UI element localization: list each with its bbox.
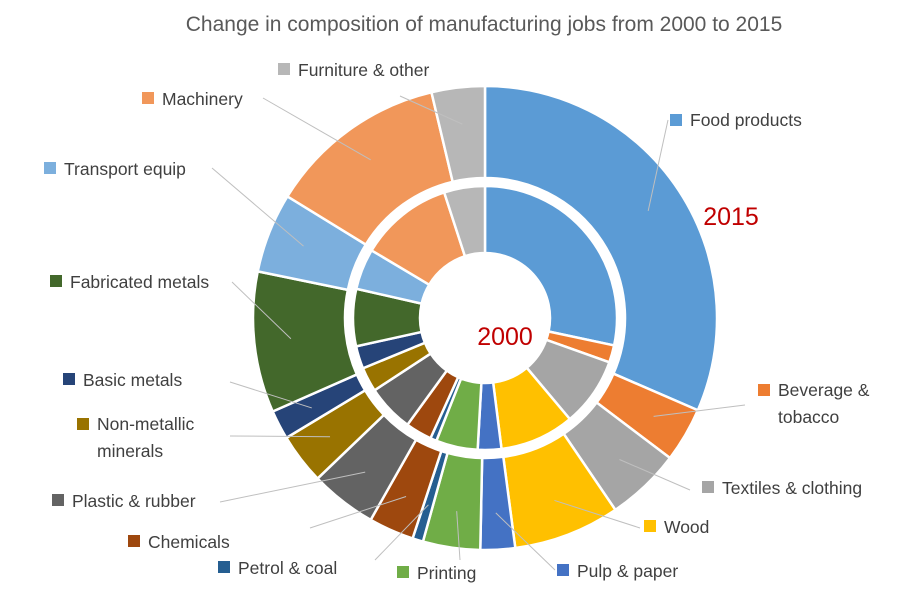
legend-swatch-non-metallic-minerals [77,418,89,430]
leader-line-furniture-and-other [399,95,463,125]
legend-label-fabricated-metals: Fabricated metals [70,272,209,292]
leader-line-plastic-and-rubber [219,471,366,503]
legend-swatch-beverage-and-tobacco [758,384,770,396]
slice-2015-food-products [483,84,719,412]
legend-label-non-metallic-minerals-line2: minerals [97,441,163,461]
legend-swatch-textiles-and-clothing [702,481,714,493]
legend-label-basic-metals: Basic metals [83,370,182,390]
legend-swatch-wood [644,520,656,532]
leader-line-basic-metals [229,381,312,409]
legend-label-non-metallic-minerals-line1: Non-metallic [97,414,194,434]
leader-line-fabricated-metals [231,281,292,340]
slice-2015-furniture-and-other [429,84,487,184]
outer-ring-2015 [251,84,719,552]
legend-swatch-chemicals [128,535,140,547]
slice-2000-food-products [483,184,619,347]
legend-label-chemicals: Chemicals [148,532,230,552]
leader-line-pulp-and-paper [495,512,556,571]
legend-label-beverage-and-tobacco-line2: tobacco [778,407,839,427]
legend-label-petrol-and-coal: Petrol & coal [238,558,337,578]
leader-lines [211,95,746,571]
inner-ring-2000 [351,184,619,452]
leader-line-beverage-and-tobacco [653,404,746,417]
legend-swatch-basic-metals [63,373,75,385]
legend-label-transport-equip: Transport equip [64,159,186,179]
legend-label-textiles-and-clothing: Textiles & clothing [722,478,862,498]
leader-line-petrol-and-coal [374,504,429,561]
legend-swatch-plastic-and-rubber [52,494,64,506]
legend-swatch-pulp-and-paper [557,564,569,576]
legend-label-machinery: Machinery [162,89,243,109]
leader-line-transport-equip [211,167,304,247]
outer-ring-label: 2015 [703,203,759,231]
chart-title: Change in composition of manufacturing j… [186,13,783,36]
category-labels: Food products Beverage & tobacco Textiles &… [44,60,870,583]
slice-2000-furniture-and-other [442,184,487,258]
legend-label-plastic-and-rubber: Plastic & rubber [72,491,196,511]
leader-line-wood [554,499,641,529]
legend-label-beverage-and-tobacco-line1: Beverage & [778,380,870,400]
leader-line-machinery [262,97,371,161]
legend-swatch-fabricated-metals [50,275,62,287]
inner-ring-label: 2000 [477,323,533,351]
leader-line-printing [456,511,461,561]
leader-line-non-metallic-minerals [229,435,331,438]
legend-swatch-food-products [670,114,682,126]
leader-line-food-products [647,119,669,211]
legend-swatch-printing [397,566,409,578]
leader-line-chemicals [309,496,407,529]
legend-label-pulp-and-paper: Pulp & paper [577,561,678,581]
legend-label-food-products: Food products [690,110,802,130]
legend-swatch-furniture-and-other [278,63,290,75]
legend-swatch-transport-equip [44,162,56,174]
legend-label-printing: Printing [417,563,476,583]
leader-line-textiles-and-clothing [619,459,691,491]
legend-label-furniture-and-other: Furniture & other [298,60,429,80]
legend-swatch-machinery [142,92,154,104]
legend-swatch-petrol-and-coal [218,561,230,573]
legend-label-wood: Wood [664,517,709,537]
